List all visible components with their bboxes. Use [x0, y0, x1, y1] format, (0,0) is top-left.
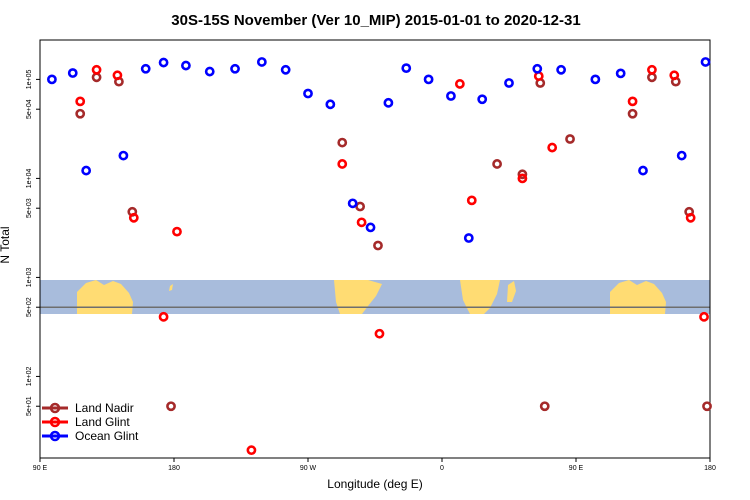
- point-land-glint-5: [172, 226, 182, 237]
- point-land-glint-11: [466, 195, 477, 206]
- x-tick-label-0: 90 E: [33, 465, 48, 472]
- point-land-nadir-6: [355, 201, 366, 212]
- x-axis-label: Longitude (deg E): [327, 477, 422, 491]
- point-land-glint-2: [112, 70, 123, 81]
- point-land-nadir-10: [565, 134, 575, 144]
- point-land-glint-18: [685, 212, 696, 223]
- point-land-glint-3: [128, 212, 139, 223]
- x-tick-label-1: 180: [168, 465, 180, 472]
- y-tick-label-4: 5e+03: [26, 198, 33, 218]
- x-tick-label-3: 0: [440, 465, 444, 472]
- x-tick-label-4: 90 E: [569, 465, 584, 472]
- point-ocean-glint-27: [676, 150, 687, 161]
- point-land-glint-6: [246, 445, 257, 456]
- point-ocean-glint-16: [401, 63, 412, 74]
- point-land-glint-9: [374, 328, 385, 339]
- plot-frame: [39, 39, 711, 459]
- data-points: [47, 57, 712, 456]
- australia-landmass-repeat: [610, 280, 666, 314]
- point-ocean-glint-3: [118, 150, 129, 161]
- y-tick-label-2: 5e+02: [26, 297, 33, 317]
- point-ocean-glint-24: [590, 74, 601, 85]
- point-land-nadir-14: [627, 108, 638, 119]
- point-ocean-glint-17: [423, 74, 434, 85]
- point-ocean-glint-25: [615, 68, 626, 79]
- y-tick-label-3: 1e+03: [26, 267, 33, 287]
- point-ocean-glint-13: [347, 198, 358, 209]
- point-land-glint-1: [91, 64, 102, 75]
- point-ocean-glint-23: [556, 64, 567, 75]
- point-land-nadir-4: [166, 401, 176, 412]
- legend-item-ocean-glint: Ocean Glint: [42, 429, 139, 443]
- point-land-glint-10: [454, 79, 465, 89]
- legend: Land Nadir Land Glint Ocean Glint: [42, 401, 139, 443]
- point-ocean-glint-5: [158, 57, 169, 68]
- y-tick-label-6: 5e+04: [26, 99, 33, 119]
- legend-label-land-glint: Land Glint: [75, 415, 130, 429]
- point-land-glint-16: [647, 64, 657, 75]
- point-land-nadir-7: [373, 240, 383, 251]
- point-ocean-glint-21: [504, 78, 514, 88]
- point-ocean-glint-10: [280, 64, 291, 75]
- point-land-glint-14: [547, 142, 558, 153]
- point-ocean-glint-18: [446, 91, 456, 101]
- point-land-nadir-0: [75, 108, 86, 119]
- point-ocean-glint-19: [463, 233, 474, 243]
- x-axis: 90 E 180 90 W 0 90 E 180: [33, 458, 716, 472]
- point-land-glint-12: [517, 173, 528, 184]
- legend-item-land-nadir: Land Nadir: [42, 401, 134, 415]
- point-land-nadir-11: [702, 401, 712, 412]
- point-ocean-glint-9: [256, 57, 267, 67]
- point-land-glint-4: [158, 311, 169, 322]
- point-land-nadir-8: [517, 169, 528, 180]
- point-ocean-glint-14: [365, 222, 376, 233]
- point-ocean-glint-12: [325, 99, 336, 110]
- point-land-glint-8: [356, 217, 367, 228]
- y-tick-label-5: 1e+04: [26, 168, 33, 188]
- australia-landmass: [77, 280, 133, 314]
- point-ocean-glint-11: [303, 88, 313, 99]
- point-land-glint-0: [75, 96, 86, 107]
- point-ocean-glint-22: [532, 63, 543, 74]
- y-tick-label-7: 1e+05: [26, 69, 33, 89]
- y-axis-label: N Total: [0, 226, 12, 263]
- point-ocean-glint-1: [67, 68, 78, 78]
- legend-item-land-glint: Land Glint: [42, 415, 130, 429]
- point-land-nadir-5: [337, 137, 348, 148]
- africa-landmass: [460, 280, 500, 314]
- point-land-nadir-15: [647, 72, 657, 83]
- point-land-glint-17: [669, 70, 680, 81]
- point-ocean-glint-28: [700, 57, 711, 67]
- point-ocean-glint-2: [81, 165, 92, 176]
- x-tick-label-2: 90 W: [300, 465, 317, 472]
- point-ocean-glint-8: [230, 63, 240, 74]
- y-axis: 5e+01 1e+02 5e+02 1e+03 5e+03 1e+04 5e+04 1e+05: [26, 69, 40, 416]
- new-zealand-landmass: [169, 284, 173, 291]
- point-ocean-glint-26: [638, 165, 648, 176]
- point-land-glint-7: [337, 159, 348, 169]
- point-ocean-glint-15: [383, 97, 394, 108]
- y-tick-label-1: 1e+02: [26, 366, 33, 386]
- world-map-strip: [40, 280, 710, 314]
- point-land-glint-15: [627, 96, 638, 107]
- x-tick-label-5: 180: [704, 465, 716, 472]
- point-ocean-glint-0: [47, 74, 57, 85]
- point-ocean-glint-4: [140, 63, 151, 74]
- point-ocean-glint-7: [204, 66, 215, 77]
- chart-title: 30S-15S November (Ver 10_MIP) 2015-01-01…: [171, 12, 580, 29]
- point-ocean-glint-20: [477, 94, 488, 105]
- madagascar-landmass: [507, 281, 516, 302]
- point-land-glint-19: [699, 311, 709, 322]
- legend-label-land-nadir: Land Nadir: [75, 401, 134, 415]
- point-land-nadir-13: [492, 159, 502, 169]
- point-land-nadir-1: [91, 72, 102, 83]
- point-land-nadir-12: [539, 401, 550, 412]
- point-ocean-glint-6: [181, 60, 191, 71]
- y-tick-label-0: 5e+01: [26, 396, 33, 416]
- legend-label-ocean-glint: Ocean Glint: [75, 429, 139, 443]
- south-america-landmass: [334, 280, 382, 314]
